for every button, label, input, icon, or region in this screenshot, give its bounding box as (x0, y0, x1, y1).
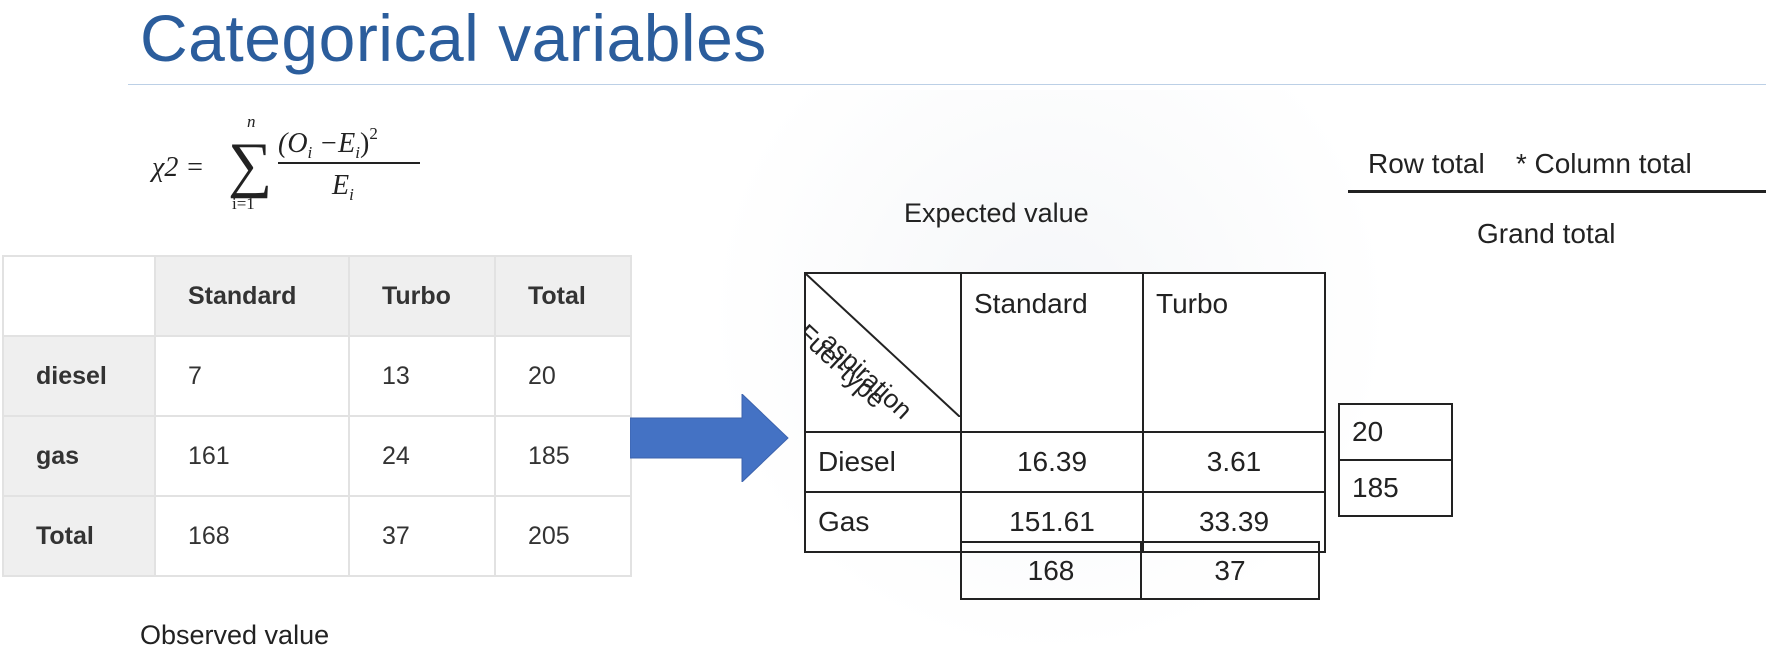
observed-header-turbo: Turbo (348, 255, 496, 337)
observed-row-label: Total (2, 495, 156, 577)
column-total-turbo: 37 (1140, 541, 1320, 600)
sigma-symbol: ∑ (228, 131, 273, 199)
page-title: Categorical variables (140, 1, 767, 75)
observed-caption: Observed value (140, 620, 330, 650)
formula-numerator: (Oi −Ei)2 (278, 124, 378, 162)
expected-cell: 3.61 (1142, 431, 1326, 493)
title-divider (128, 84, 1766, 85)
expected-header-standard: Standard (960, 272, 1144, 433)
column-total-standard: 168 (960, 541, 1142, 600)
expected-header-turbo: Turbo (1142, 272, 1326, 433)
expected-caption: Expected value (904, 198, 1089, 228)
formula-fraction-bar (278, 162, 420, 164)
expected-row-gas: Gas 151.61 33.39 (804, 491, 1326, 553)
diagonal-line (807, 275, 959, 417)
observed-corner-cell (2, 255, 156, 337)
expected-formula-numerator: Row total * Column total (1368, 148, 1692, 179)
expected-row-label: Diesel (804, 431, 962, 493)
expected-corner-cell: aspiration Fuel-type (804, 272, 962, 433)
observed-cell: 185 (494, 415, 632, 497)
expected-formula-denominator: Grand total (1477, 218, 1616, 249)
observed-cell: 7 (154, 335, 350, 417)
expected-row-label: Gas (804, 491, 962, 553)
observed-table: Standard Turbo Total diesel 7 13 20 gas … (2, 255, 632, 577)
sum-lower-limit: i=1 (232, 194, 255, 213)
observed-row-diesel: diesel 7 13 20 (2, 335, 632, 417)
observed-cell: 168 (154, 495, 350, 577)
expected-cell: 16.39 (960, 431, 1144, 493)
observed-cell: 13 (348, 335, 496, 417)
expected-header-row: aspiration Fuel-type Standard Turbo (804, 272, 1326, 433)
formula-denominator: Ei (332, 170, 354, 204)
formula-lhs: χ2 = (152, 152, 205, 183)
observed-cell: 24 (348, 415, 496, 497)
observed-cell: 205 (494, 495, 632, 577)
observed-header-row: Standard Turbo Total (2, 255, 632, 337)
observed-cell: 161 (154, 415, 350, 497)
sum-upper-limit: n (247, 112, 256, 131)
expected-formula-bar (1348, 190, 1766, 193)
expected-table: aspiration Fuel-type Standard Turbo Dies… (804, 272, 1326, 553)
observed-row-gas: gas 161 24 185 (2, 415, 632, 497)
right-arrow-icon (630, 394, 789, 482)
observed-cell: 37 (348, 495, 496, 577)
observed-row-label: gas (2, 415, 156, 497)
observed-row-label: diesel (2, 335, 156, 417)
observed-cell: 20 (494, 335, 632, 417)
observed-header-total: Total (494, 255, 632, 337)
observed-header-standard: Standard (154, 255, 350, 337)
row-total-gas: 185 (1338, 459, 1453, 517)
expected-row-diesel: Diesel 16.39 3.61 (804, 431, 1326, 493)
row-totals: 20 185 (1338, 403, 1453, 517)
column-totals: 168 37 (960, 541, 1320, 600)
row-total-diesel: 20 (1338, 403, 1453, 461)
observed-row-total: Total 168 37 205 (2, 495, 632, 577)
